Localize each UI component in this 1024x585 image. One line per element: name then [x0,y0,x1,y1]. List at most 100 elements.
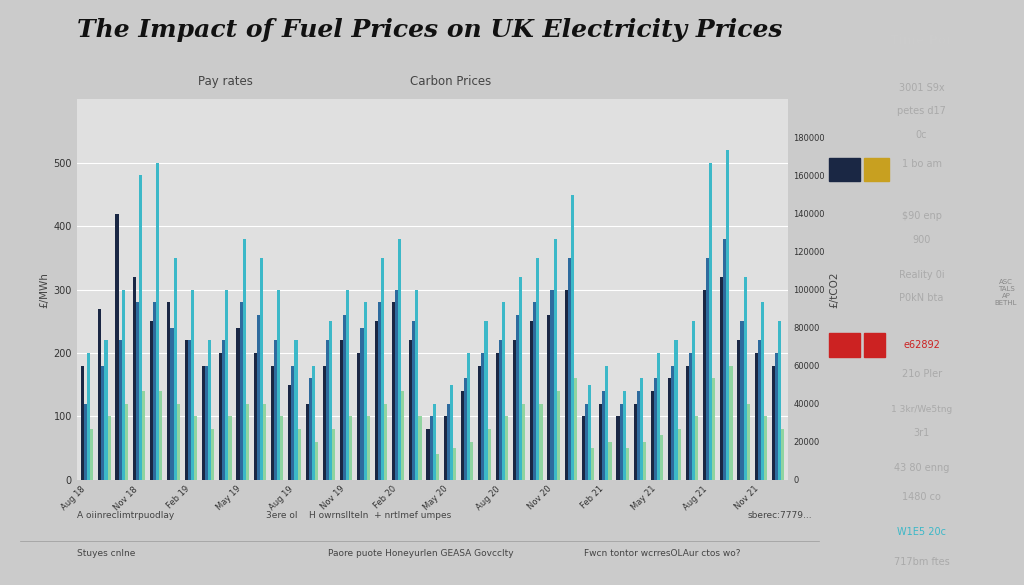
Bar [416,290,419,480]
Bar [108,417,111,480]
Bar [761,302,764,480]
Bar [125,404,128,480]
Text: ASC
TALS
AP
BETHL: ASC TALS AP BETHL [995,279,1017,306]
Bar [281,417,284,480]
Bar [205,366,208,480]
Bar [219,353,222,480]
Y-axis label: £/MWh: £/MWh [39,271,49,308]
Bar [278,290,281,480]
Bar [554,239,557,480]
Bar [357,353,360,480]
Bar [743,277,746,480]
Bar [104,340,108,480]
Text: 3ere ol    H owrnsllteln  + nrtlmef umpes: 3ere ol H owrnsllteln + nrtlmef umpes [266,511,451,519]
Bar [401,391,404,480]
Bar [436,455,439,480]
Bar [502,302,505,480]
Bar [298,429,301,480]
Bar [190,290,194,480]
Bar [772,366,775,480]
Bar [467,353,470,480]
Bar [591,448,594,480]
Bar [484,321,487,480]
Text: 1480 co: 1480 co [902,492,941,503]
Text: 0c: 0c [915,129,928,140]
Bar [764,417,767,480]
Bar [530,321,534,480]
Bar [505,417,508,480]
Bar [429,417,432,480]
Bar [246,404,249,480]
Bar [98,309,101,480]
Bar [519,277,522,480]
Bar [605,366,608,480]
Bar [274,340,278,480]
Bar [84,404,87,480]
Bar [432,404,436,480]
Bar [829,333,860,357]
Bar [702,290,706,480]
Bar [446,404,450,480]
Bar [292,366,295,480]
Bar [323,366,326,480]
Text: Time Por: Time Por [891,35,952,47]
Bar [470,442,473,480]
Bar [260,258,263,480]
Bar [116,214,119,480]
Bar [695,417,698,480]
Text: Reality 0i: Reality 0i [899,270,944,280]
Text: A oiinreclimtrpuodlay: A oiinreclimtrpuodlay [77,511,174,519]
Bar [343,315,346,480]
Bar [637,391,640,480]
Bar [755,353,758,480]
Bar [585,404,588,480]
Bar [240,302,243,480]
Bar [573,378,578,480]
Bar [222,340,225,480]
Bar [136,302,139,480]
Bar [184,340,187,480]
Bar [349,417,352,480]
Bar [534,302,537,480]
Bar [740,321,743,480]
Bar [623,391,626,480]
Bar [395,290,398,480]
Bar [364,302,367,480]
Bar [332,429,335,480]
Bar [602,391,605,480]
Bar [692,321,695,480]
Bar [829,158,860,181]
Bar [167,302,170,480]
Bar [151,321,154,480]
Bar [202,366,205,480]
Bar [326,340,329,480]
Bar [778,321,781,480]
Bar [660,435,664,480]
Bar [551,290,554,480]
Bar [620,404,623,480]
Bar [781,429,784,480]
Bar [419,417,422,480]
Text: petes d17: petes d17 [897,106,946,116]
Bar [669,378,672,480]
Bar [81,366,84,480]
Bar [537,258,540,480]
Bar [122,290,125,480]
Bar [367,417,370,480]
Bar [398,239,401,480]
Bar [173,258,177,480]
Bar [499,340,502,480]
Bar [522,404,525,480]
Bar [295,340,298,480]
Bar [194,417,197,480]
Text: P0kN bta: P0kN bta [899,293,944,304]
Bar [634,404,637,480]
Bar [308,378,311,480]
Bar [228,417,231,480]
Bar [225,290,228,480]
Bar [314,442,317,480]
Bar [464,378,467,480]
Bar [616,417,620,480]
Bar [685,366,688,480]
Bar [453,448,456,480]
